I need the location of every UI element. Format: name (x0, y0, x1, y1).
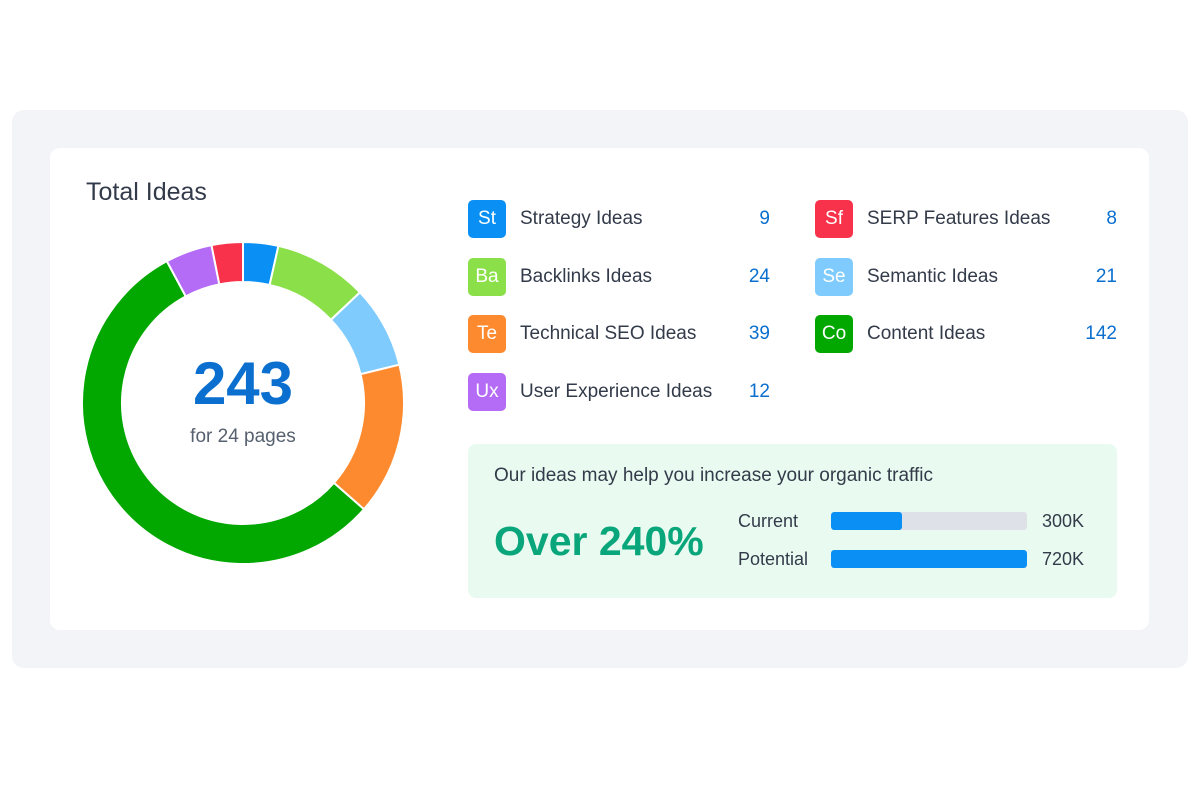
serp-features-badge-icon: Sf (815, 200, 853, 238)
total-ideas-value: 243 (192, 350, 294, 417)
legend-item-strategy[interactable]: St Strategy Ideas (468, 200, 643, 238)
potential-traffic-row: Potential 720K (738, 547, 1098, 571)
strategy-badge-icon: St (468, 200, 506, 238)
legend-value-strategy: 9 (759, 208, 770, 229)
total-ideas-card: Total Ideas 243 for 24 pages St Strategy… (50, 148, 1149, 630)
user-experience-badge-icon: Ux (468, 373, 506, 411)
legend-value-serp-features: 8 (1106, 208, 1117, 229)
legend-label: Content Ideas (867, 323, 986, 344)
traffic-caption: Our ideas may help you increase your org… (494, 465, 933, 486)
legend-value-user-experience: 12 (748, 381, 770, 402)
traffic-increase-headline: Over 240% (494, 518, 704, 564)
potential-bar-track (831, 550, 1027, 568)
legend-item-technical-seo[interactable]: Te Technical SEO Ideas (468, 315, 696, 353)
legend-label: Semantic Ideas (867, 266, 998, 287)
current-traffic-row: Current 300K (738, 509, 1098, 533)
potential-value: 720K (1042, 549, 1085, 569)
legend-item-backlinks[interactable]: Ba Backlinks Ideas (468, 258, 652, 296)
potential-bar-fill (831, 550, 1027, 568)
card-title: Total Ideas (86, 178, 207, 206)
current-bar-track (831, 512, 1027, 530)
legend-value-content: 142 (1085, 323, 1117, 344)
content-badge-icon: Co (815, 315, 853, 353)
legend-label: Backlinks Ideas (520, 266, 653, 287)
donut-svg (81, 241, 405, 565)
potential-label: Potential (738, 549, 809, 569)
legend-item-serp-features[interactable]: Sf SERP Features Ideas (815, 200, 1050, 238)
donut-chart: 243 for 24 pages (81, 241, 405, 565)
legend-item-semantic[interactable]: Se Semantic Ideas (815, 258, 998, 296)
legend-item-content[interactable]: Co Content Ideas (815, 315, 985, 353)
semantic-badge-icon: Se (815, 258, 853, 296)
backlinks-badge-icon: Ba (468, 258, 506, 296)
legend-label: User Experience Ideas (520, 381, 713, 402)
legend-value-semantic: 21 (1095, 266, 1117, 287)
legend-value-backlinks: 24 (748, 266, 770, 287)
donut-slice-content-ideas[interactable] (81, 259, 366, 565)
technical-seo-badge-icon: Te (468, 315, 506, 353)
legend-label: Technical SEO Ideas (520, 323, 697, 344)
current-bar-fill (831, 512, 902, 530)
legend-value-technical-seo: 39 (748, 323, 770, 344)
legend-item-user-experience[interactable]: Ux User Experience Ideas (468, 373, 712, 411)
donut-slice-serp-features-ideas[interactable] (210, 241, 244, 286)
donut-center: 243 for 24 pages (81, 241, 405, 565)
legend-label: Strategy Ideas (520, 208, 643, 229)
total-ideas-subtitle: for 24 pages (190, 426, 296, 447)
legend-label: SERP Features Ideas (867, 208, 1051, 229)
current-value: 300K (1042, 511, 1085, 531)
organic-traffic-box: Our ideas may help you increase your org… (468, 444, 1117, 598)
current-label: Current (738, 511, 799, 531)
